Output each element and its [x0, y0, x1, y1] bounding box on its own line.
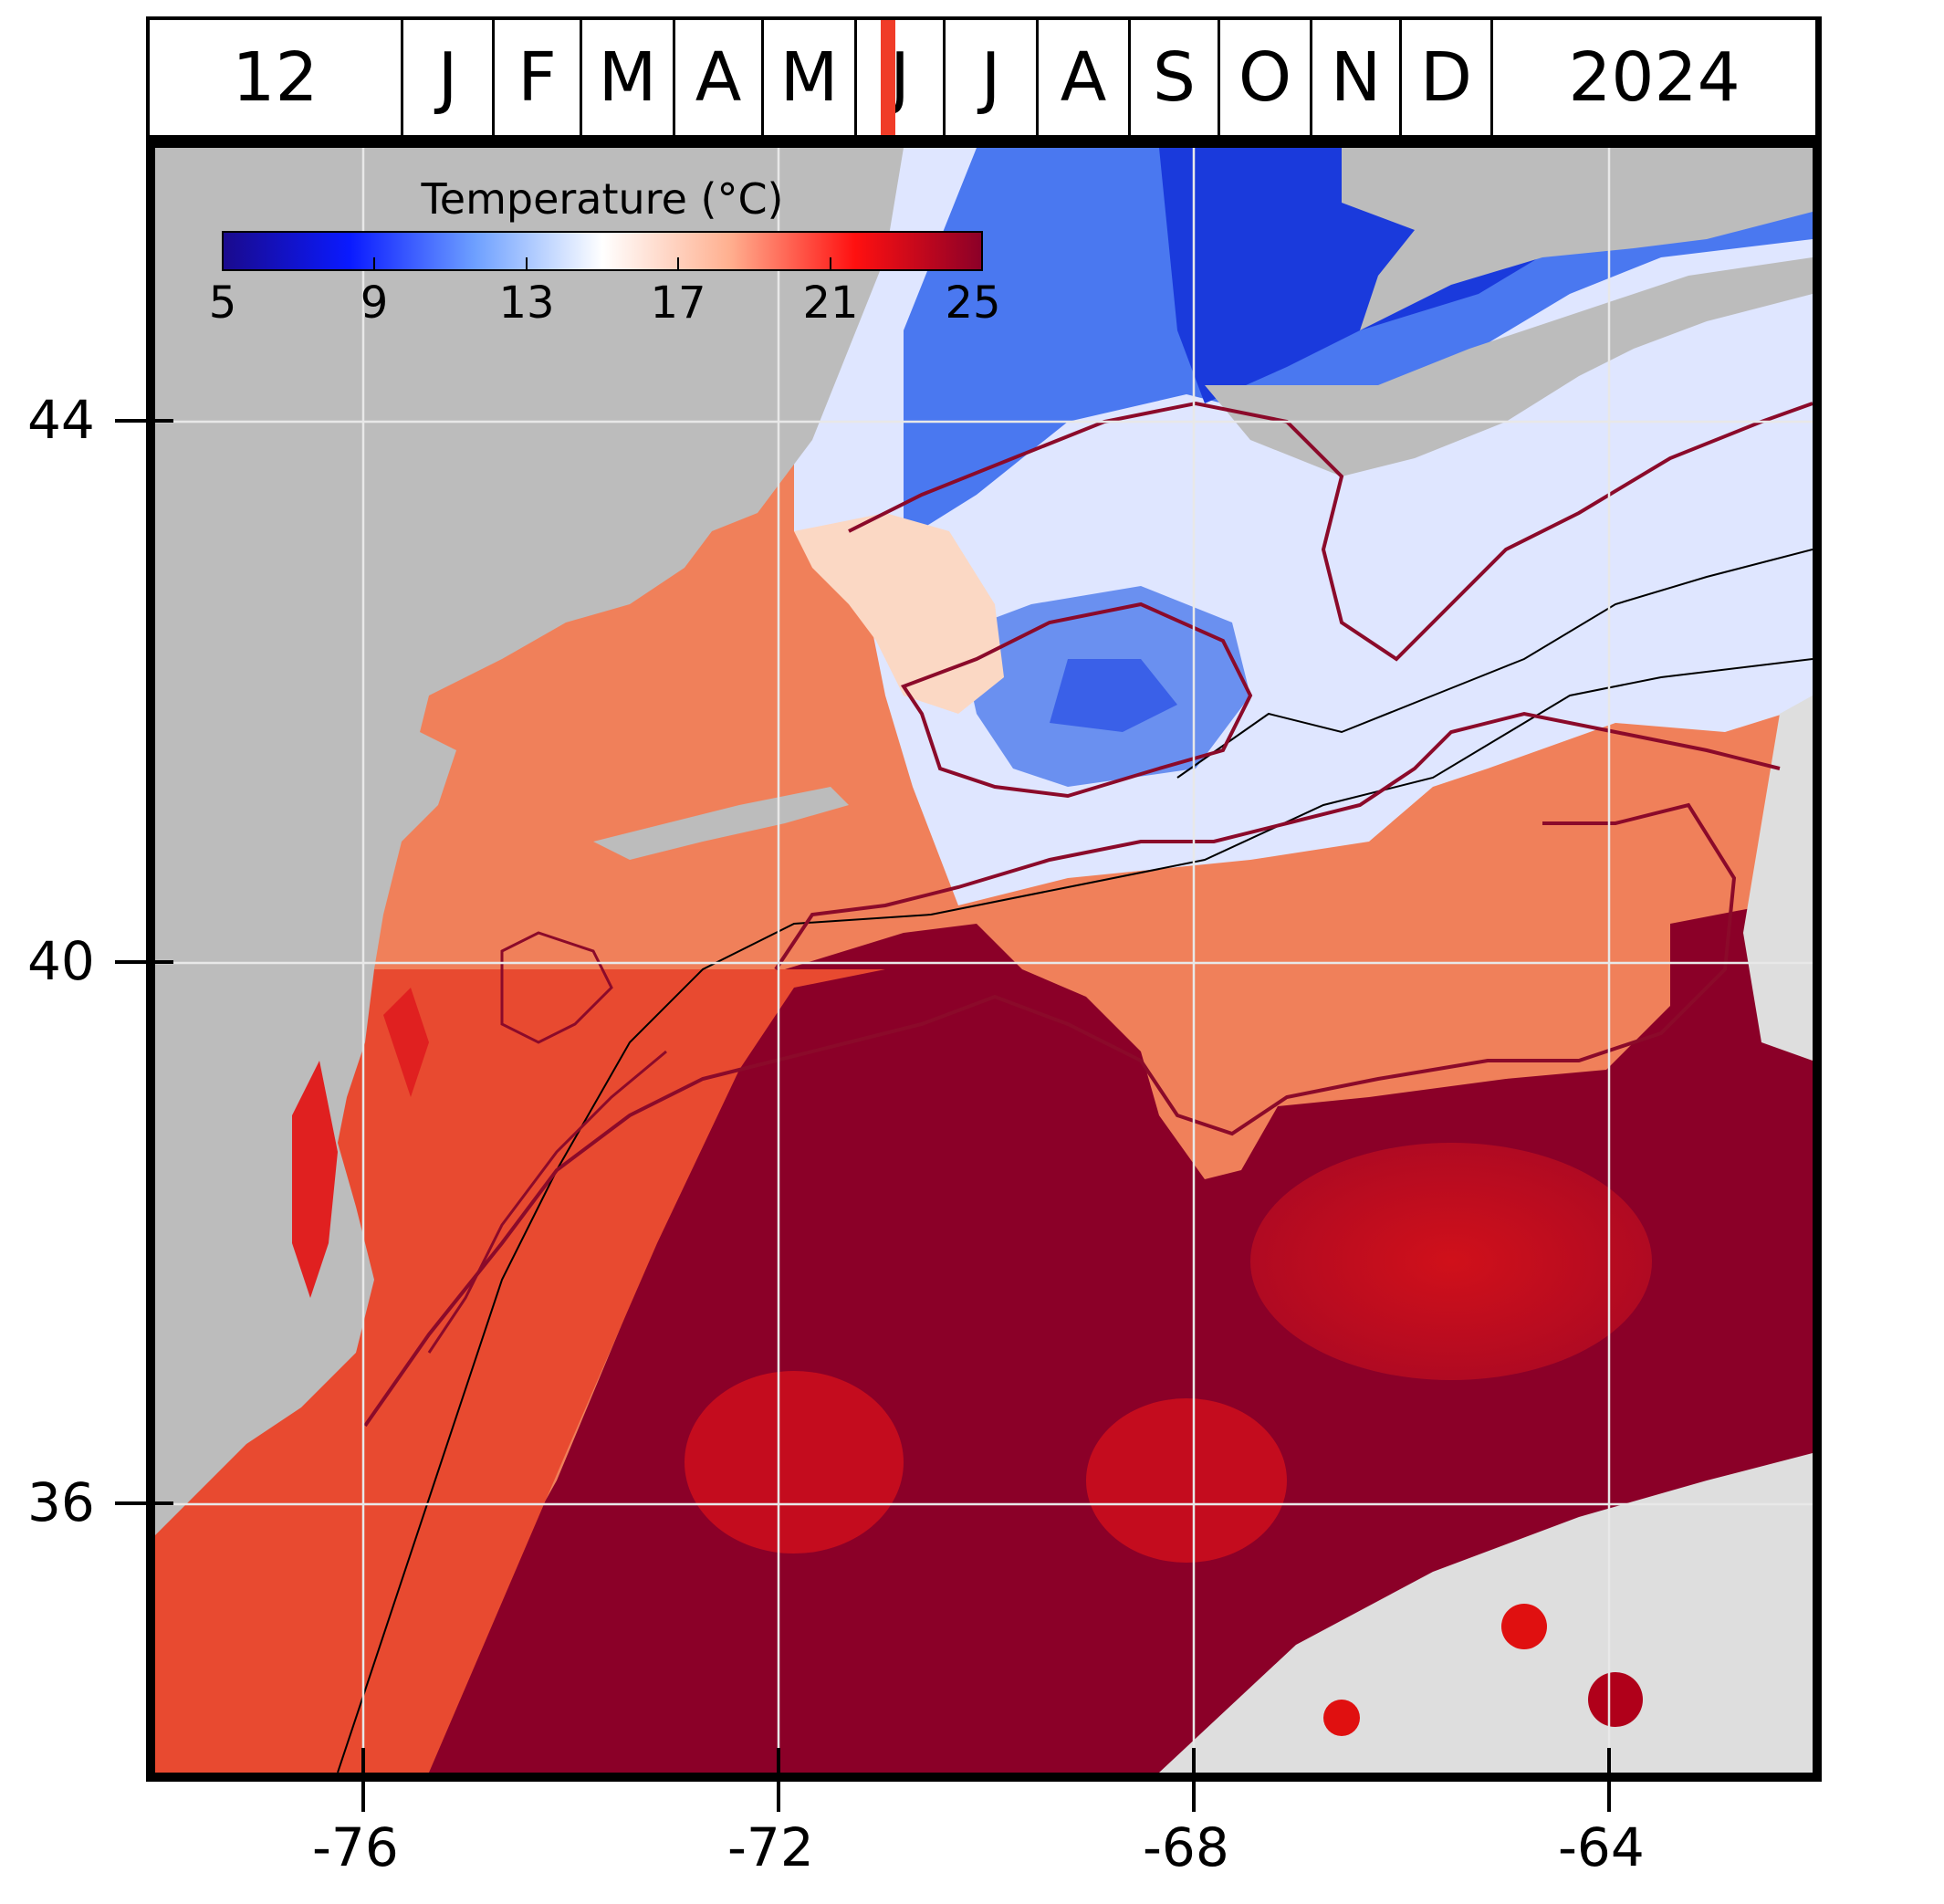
- month-may: M: [764, 20, 857, 135]
- front-contour: [774, 711, 1781, 971]
- nova-scotia-land: [1342, 148, 1813, 330]
- month-mar: M: [582, 20, 675, 135]
- map-grid: [155, 148, 1813, 1773]
- warm-patch: [1323, 1700, 1360, 1736]
- colorbar-tick-label: 21: [802, 277, 858, 329]
- lat-label-40: 40: [27, 930, 95, 992]
- colorbar-tick-label: 13: [498, 277, 554, 329]
- month-timeline: 12 J F M A M J J A S O N D 2024: [146, 16, 1822, 139]
- colorbar-tick-label: 9: [361, 277, 389, 329]
- warm-eddy-center: [1086, 1398, 1287, 1563]
- no-data-region-southeast: [1159, 1453, 1813, 1773]
- month-apr: A: [675, 20, 764, 135]
- colorbar-tick-label: 25: [945, 277, 1000, 329]
- day-label: 12: [150, 20, 403, 135]
- month-jan: J: [403, 20, 495, 135]
- lat-label-36: 36: [27, 1471, 95, 1533]
- colorbar-title: Temperature (°C): [420, 174, 783, 224]
- lat-label-44: 44: [27, 389, 95, 451]
- sst-map-canvas: Temperature (°C) 5 9 13 17 21 25: [155, 148, 1813, 1773]
- warm-eddy-east: [1250, 1143, 1652, 1380]
- warm-eddy-south: [685, 1371, 904, 1554]
- lon-label-68: -68: [1143, 1816, 1229, 1878]
- temperature-contour: [363, 802, 1737, 1428]
- current-date-marker: [881, 20, 896, 135]
- month-jul: J: [946, 20, 1039, 135]
- month-feb: F: [495, 20, 582, 135]
- cold-pool-contour: [900, 602, 1253, 799]
- colorbar-gradient: [222, 231, 983, 271]
- delaware-bay: [383, 988, 429, 1097]
- month-dec: D: [1402, 20, 1493, 135]
- warm-patch: [1501, 1604, 1547, 1649]
- no-data-region-east: [1743, 696, 1813, 1061]
- month-aug: A: [1039, 20, 1131, 135]
- nearshore-contour: [427, 1050, 667, 1354]
- colorbar: Temperature (°C) 5 9 13 17 21 25: [209, 174, 1001, 329]
- month-sep: S: [1131, 20, 1220, 135]
- lon-label-72: -72: [727, 1816, 814, 1878]
- north-america-land: [155, 148, 904, 1535]
- long-island-land: [593, 787, 849, 860]
- shelf-contour-loop: [500, 931, 613, 1044]
- month-nov: N: [1312, 20, 1402, 135]
- warm-patch: [1588, 1672, 1643, 1727]
- sst-map: Temperature (°C) 5 9 13 17 21 25: [146, 139, 1822, 1782]
- bay-warm-water: [794, 513, 1004, 714]
- lon-label-76: -76: [312, 1816, 399, 1878]
- shelf-break-line: [337, 658, 1813, 1773]
- month-oct: O: [1220, 20, 1312, 135]
- colorbar-tick-label: 17: [650, 277, 705, 329]
- colorbar-ticks: [222, 257, 983, 270]
- year-label: 2024: [1493, 20, 1818, 135]
- isobath-line: [1176, 549, 1813, 779]
- cold-pool-core: [1050, 659, 1177, 732]
- colorbar-tick-label: 5: [209, 277, 237, 329]
- gulf-of-maine-contour: [848, 401, 1813, 662]
- month-jun: J: [857, 20, 946, 135]
- chesapeake-bay: [292, 1061, 338, 1298]
- lon-label-64: -64: [1558, 1816, 1645, 1878]
